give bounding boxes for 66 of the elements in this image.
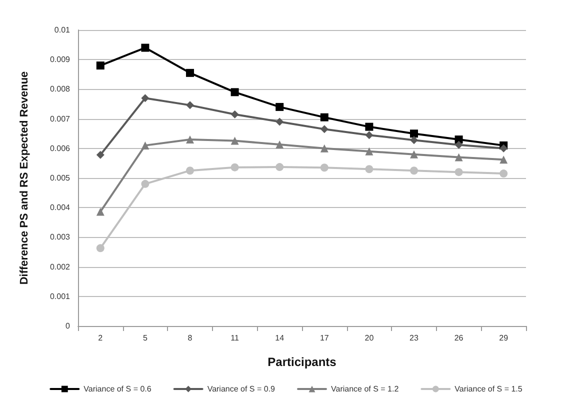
y-axis-title: Difference PS and RS Expected Revenue xyxy=(18,71,30,285)
point xyxy=(454,136,463,144)
point xyxy=(186,136,194,144)
x-tick-label: 14 xyxy=(275,334,285,342)
point xyxy=(96,62,104,70)
point xyxy=(186,101,194,110)
point xyxy=(230,88,239,96)
x-tick-label: 2 xyxy=(98,334,104,342)
point xyxy=(454,153,463,162)
point xyxy=(320,164,328,172)
point xyxy=(230,163,239,172)
y-tick-label: 0.009 xyxy=(50,55,71,64)
y-tick-label: 0.001 xyxy=(50,292,71,301)
point xyxy=(320,113,328,122)
point xyxy=(454,168,463,176)
y-tick-label: 0.007 xyxy=(50,114,71,124)
y-tick-label: 0.01 xyxy=(54,26,71,34)
point xyxy=(500,156,508,164)
point xyxy=(230,136,239,145)
point xyxy=(276,118,284,126)
point xyxy=(365,122,374,131)
legend-label: Variance of S = 1.2 xyxy=(331,384,400,394)
point xyxy=(141,180,150,188)
point xyxy=(186,166,194,175)
point xyxy=(320,125,328,134)
point xyxy=(410,136,418,144)
point xyxy=(96,244,104,252)
point xyxy=(276,163,284,172)
y-tick-label: 0.003 xyxy=(50,232,71,242)
x-tick-label: 23 xyxy=(410,334,419,342)
point xyxy=(320,144,328,152)
x-tick-label: 17 xyxy=(320,334,330,342)
point xyxy=(141,141,150,150)
point xyxy=(186,68,194,77)
x-tick-label: 11 xyxy=(230,334,240,342)
point xyxy=(96,208,104,216)
y-tick-label: 0.005 xyxy=(50,174,71,182)
point xyxy=(96,150,104,159)
point xyxy=(141,94,150,102)
point xyxy=(276,102,284,111)
y-tick-label: 0 xyxy=(66,322,71,330)
point xyxy=(365,147,374,156)
y-tick-label: 0.004 xyxy=(50,203,71,212)
y-tick-label: 0.002 xyxy=(50,262,71,272)
point xyxy=(365,131,374,140)
legend-label: Variance of S = 0.6 xyxy=(84,384,152,394)
point xyxy=(410,130,418,138)
y-tick-label: 0.006 xyxy=(50,144,71,153)
x-axis-title: Participants xyxy=(268,355,337,369)
legend-label: Variance of S = 0.9 xyxy=(207,384,276,394)
point xyxy=(454,140,463,149)
x-tick-label: 8 xyxy=(188,334,193,342)
x-tick-label: 29 xyxy=(499,334,509,342)
point xyxy=(230,110,239,118)
x-tick-label: 26 xyxy=(454,334,464,342)
point xyxy=(365,165,374,174)
x-tick-label: 20 xyxy=(364,334,374,342)
y-tick-label: 0.008 xyxy=(50,84,71,94)
point xyxy=(276,140,284,149)
point xyxy=(500,144,508,152)
x-tick-label: 5 xyxy=(142,334,148,342)
point xyxy=(141,44,150,52)
point xyxy=(410,166,418,175)
legend-label: Variance of S = 1.5 xyxy=(454,384,523,394)
point xyxy=(500,170,508,178)
point xyxy=(410,150,418,158)
